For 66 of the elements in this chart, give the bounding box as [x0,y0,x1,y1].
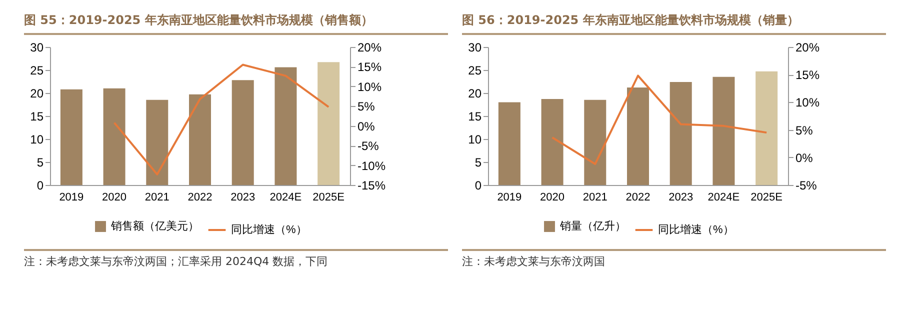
x-tick-label: 2023 [668,192,694,204]
y2-tick-label: 20% [358,40,382,54]
text: 注：未考虑文莱与东帝汶两国 [462,249,886,269]
bar [103,88,126,185]
chart-title: 图 56：2019-2025 年东南亚地区能量饮料市场规模（销量） [462,6,886,35]
y-tick-label: 5 [36,156,44,170]
y-tick-label: 25 [30,64,44,78]
y2-tick-label: 15% [796,68,820,82]
legend-label: 销售额（亿美元） [110,220,199,232]
x-tick-label: 2024E [270,192,302,204]
bar [498,102,520,185]
x-tick-label: 2019 [497,192,522,204]
legend-label: 同比增速（%） [658,223,734,236]
y-tick-label: 25 [468,64,482,78]
bar [627,87,649,185]
y-tick-label: 10 [468,132,482,146]
x-tick-label: 2022 [188,192,212,204]
x-tick-label: 2024E [708,192,740,204]
bar [60,89,82,185]
x-tick-label: 2020 [540,192,565,204]
bar [670,82,692,185]
y-tick-label: 20 [468,86,482,100]
y2-tick-label: -10% [358,158,386,173]
legend-label: 同比增速（%） [231,223,307,236]
text: 注：未考虑文莱与东帝汶两国；汇率采用 2024Q4 数据，下同 [24,249,448,269]
bar [318,62,340,185]
x-tick-label: 2025E [312,192,344,204]
y-tick-label: 0 [474,178,482,192]
x-tick-label: 2021 [582,192,608,204]
bar [541,98,564,185]
y2-tick-label: 5% [796,123,814,138]
bar [712,76,735,185]
y2-tick-label: -5% [796,178,818,192]
x-tick-label: 2025E [750,192,782,204]
y2-tick-label: 10% [796,96,820,110]
bar [756,71,778,185]
y-tick-label: 10 [30,132,44,146]
bar [146,100,168,185]
bar [189,94,211,185]
y-tick-label: 5 [474,156,482,170]
line-series [113,64,330,176]
x-tick-label: 2020 [102,192,127,204]
x-tick-label: 2021 [144,192,170,204]
y2-tick-label: -15% [358,178,386,192]
y-tick-label: 30 [468,40,482,54]
legend-label: 销量（亿升） [559,220,626,232]
bar [584,100,606,185]
y-tick-label: 20 [30,86,44,100]
y-tick-label: 15 [468,110,482,124]
y2-tick-label: 0% [796,150,814,165]
x-tick-label: 2023 [230,192,256,204]
bar [274,67,297,185]
y-tick-label: 0 [36,178,44,192]
y2-tick-label: 10% [358,80,382,94]
bar [232,80,254,185]
x-tick-label: 2022 [626,192,650,204]
y2-tick-label: 5% [358,100,376,114]
y2-tick-label: 20% [796,40,820,54]
y-tick-label: 30 [30,40,44,54]
x-tick-label: 2019 [59,192,84,204]
line-series [551,74,768,166]
y2-tick-label: -5% [358,139,380,154]
chart-title: 图 55：2019-2025 年东南亚地区能量饮料市场规模（销售额） [24,6,448,35]
y2-tick-label: 15% [358,60,382,74]
y2-tick-label: 0% [358,119,376,134]
y-tick-label: 15 [30,110,44,124]
